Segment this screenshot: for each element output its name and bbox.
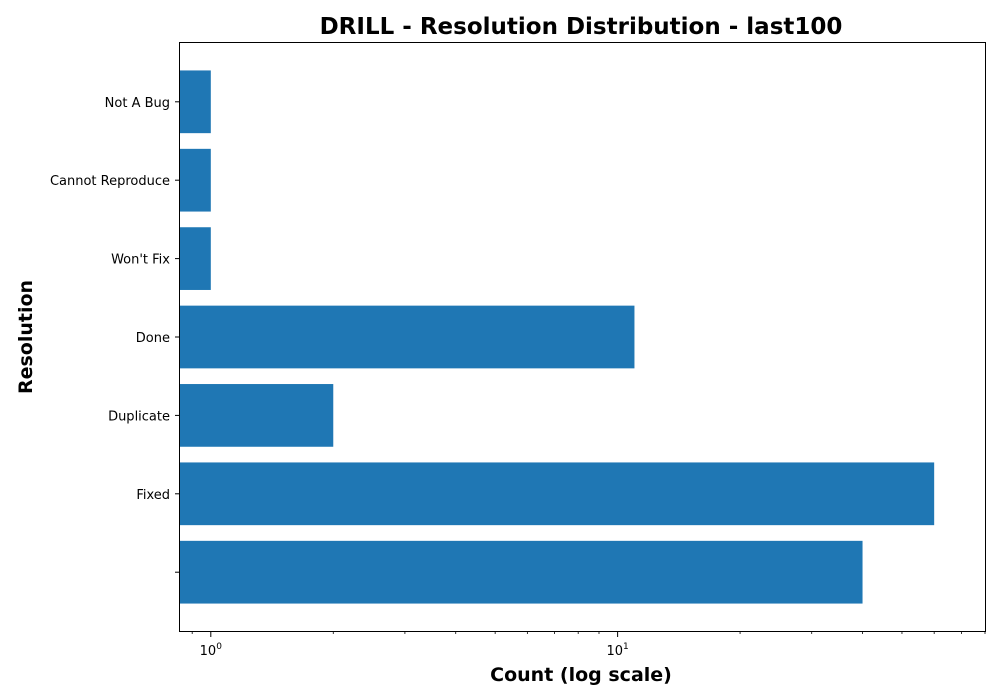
x-tick-label: 100 xyxy=(200,642,223,659)
x-tick-base: 10 xyxy=(606,644,623,659)
bar xyxy=(180,462,935,526)
x-tick-base: 10 xyxy=(200,644,217,659)
y-axis-label: Resolution xyxy=(15,280,37,394)
x-axis-ticks: 100 101 xyxy=(191,631,986,659)
x-axis-label: Count (log scale) xyxy=(490,664,672,686)
x-tick-label: 101 xyxy=(606,642,628,659)
chart-title: DRILL - Resolution Distribution - last10… xyxy=(320,14,843,40)
y-tick-label: Won't Fix xyxy=(111,253,170,268)
bar xyxy=(180,70,211,134)
y-tick-label: Done xyxy=(136,331,170,346)
bar xyxy=(180,305,635,369)
y-tick-label: Duplicate xyxy=(108,409,170,424)
bar xyxy=(180,384,334,447)
y-axis-ticks: Fixed Duplicate Done Won't Fix Cannot Reprod… xyxy=(50,96,180,573)
y-tick-label: Not A Bug xyxy=(105,96,170,111)
y-tick-label: Fixed xyxy=(136,488,170,503)
bars-layer xyxy=(180,70,935,604)
x-tick-exponent: 1 xyxy=(623,642,629,652)
x-tick-exponent: 0 xyxy=(216,642,222,652)
y-tick-label: Cannot Reproduce xyxy=(50,174,170,189)
bar xyxy=(180,227,211,290)
bar xyxy=(180,540,863,604)
bar xyxy=(180,148,211,212)
